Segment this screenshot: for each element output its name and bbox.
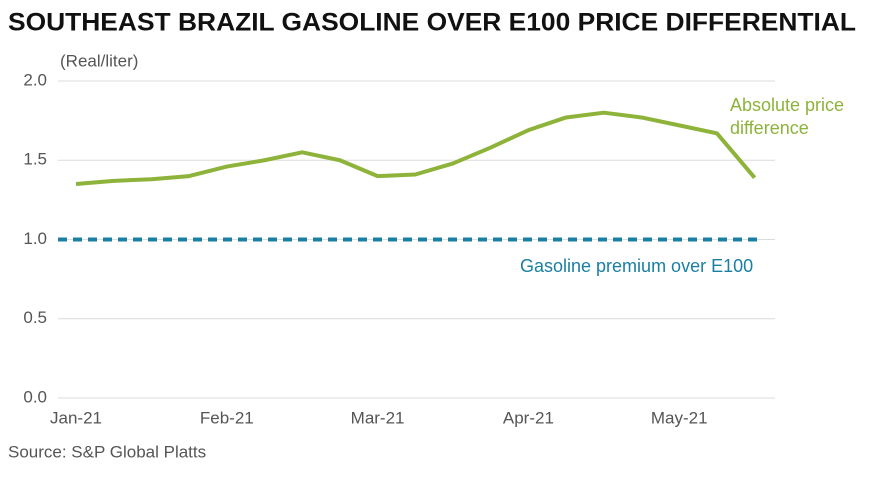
series-label: Absolute price difference xyxy=(730,95,845,138)
x-tick-label: May-21 xyxy=(651,408,708,427)
y-axis-label: (Real/liter) xyxy=(60,51,138,70)
x-tick-label: Apr-21 xyxy=(503,408,554,427)
series-line xyxy=(75,110,757,187)
x-tick-label: Feb-21 xyxy=(200,408,254,427)
chart-title: SOUTHEAST BRAZIL GASOLINE OVER E100 PRIC… xyxy=(8,9,856,37)
reference-label: Gasoline premium over E100 xyxy=(520,256,753,276)
y-tick-label: 1.5 xyxy=(23,150,47,169)
x-tick-label: Jan-21 xyxy=(50,408,102,427)
y-tick-label: 1.0 xyxy=(23,229,47,248)
y-tick-label: 2.0 xyxy=(23,70,47,89)
x-tick-label: Mar-21 xyxy=(351,408,405,427)
y-tick-label: 0.0 xyxy=(23,387,47,406)
source: Source: S&P Global Platts xyxy=(8,442,206,461)
y-tick-label: 0.5 xyxy=(23,308,47,327)
